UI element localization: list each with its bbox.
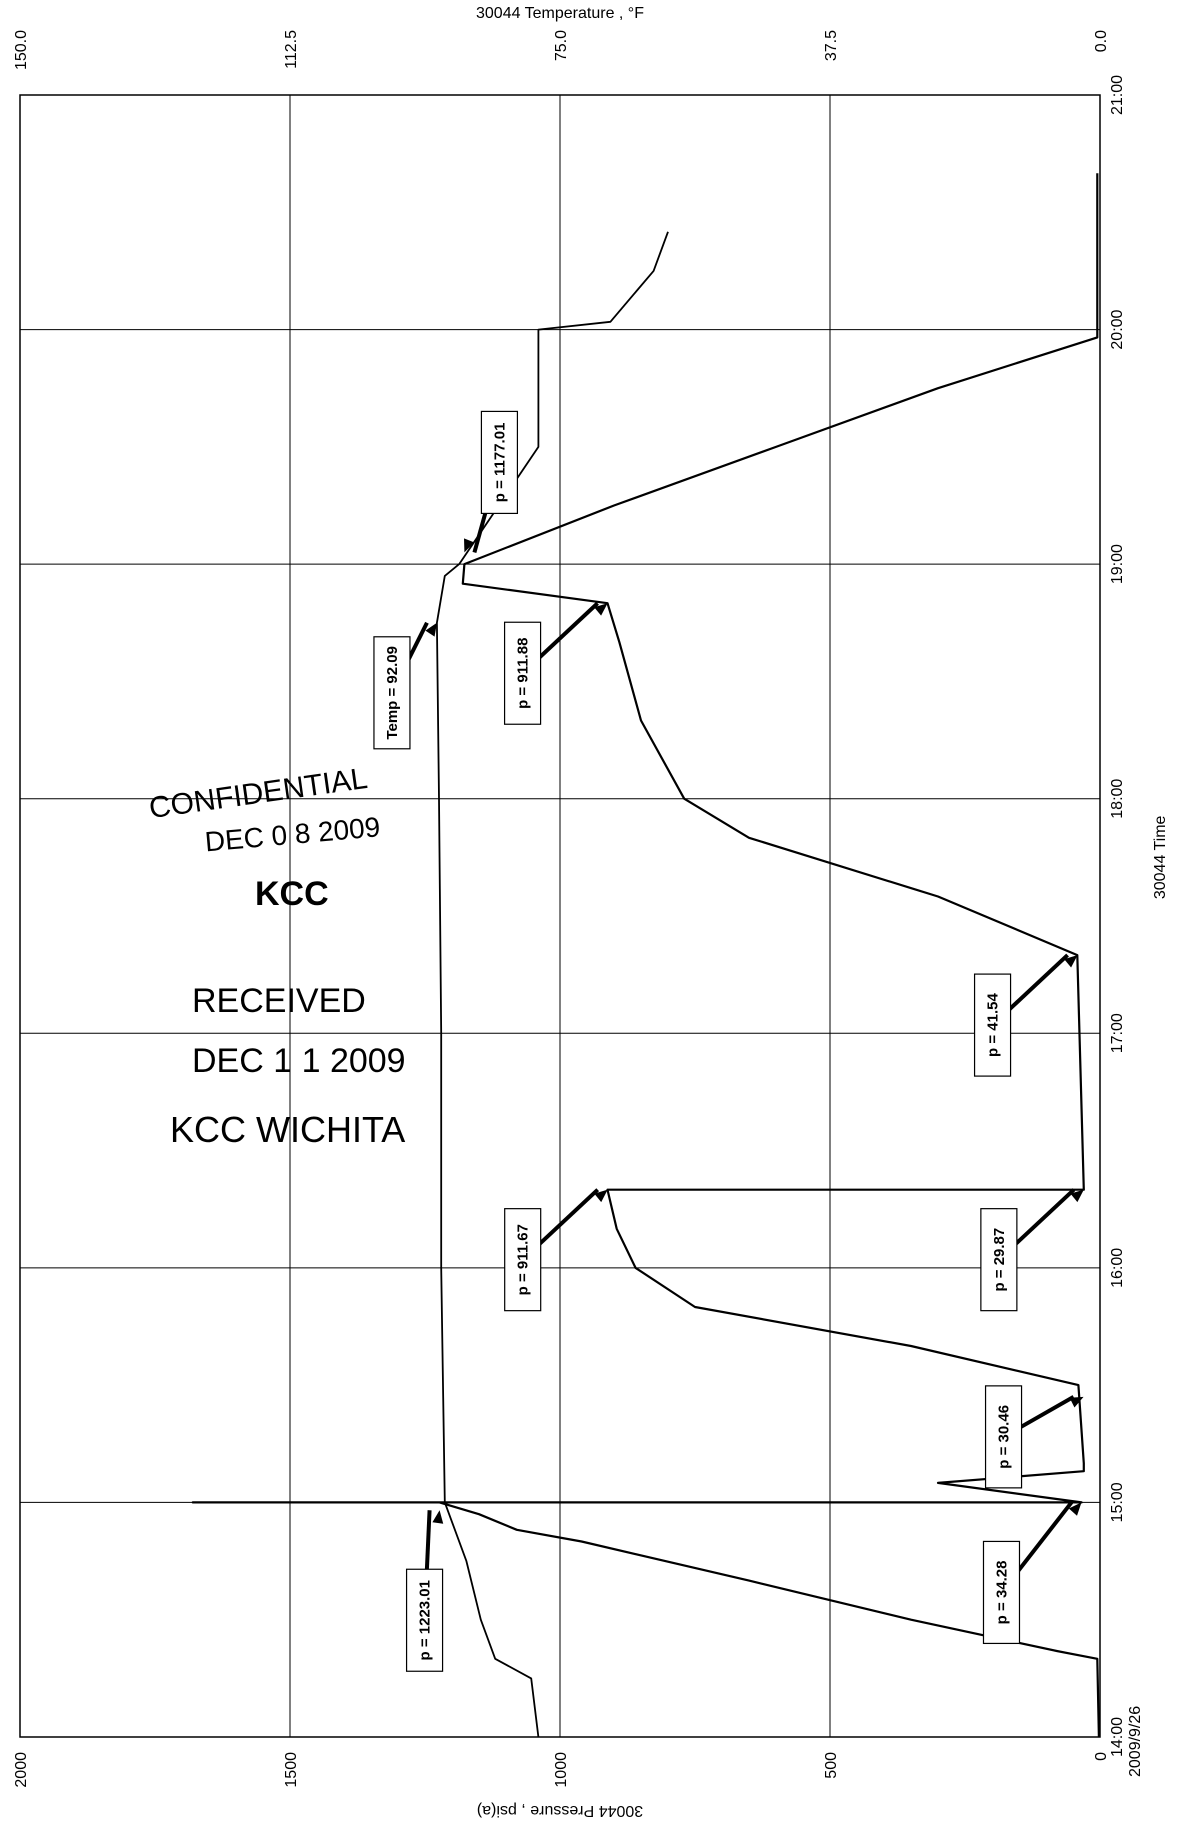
x-tick-label: 19:00 [1109,544,1126,584]
annotation-label: p = 30.46 [996,1405,1013,1469]
annotation-arrowhead [1069,1396,1084,1408]
y-axis-left-title: 30044 Pressure , psi(a) [477,1802,643,1819]
annotation-arrowhead [1064,955,1078,968]
annotation-arrowhead [1070,1189,1084,1203]
y-right-tick-label: 37.5 [823,30,840,61]
y-right-tick-label: 112.5 [283,30,300,69]
annotation-arrowhead [594,1189,608,1203]
temperature-series-line [436,231,669,1738]
received-stamp: CONFIDENTIAL DEC 0 8 2009 KCC RECEIVED D… [147,762,406,1150]
stamp-date-2: DEC 1 1 2009 [192,1042,406,1080]
x-axis-title: 30044 Time [1152,815,1169,899]
annotation-label: p = 911.88 [515,638,532,709]
annotation-arrowhead [594,603,608,616]
x-tick-label: 18:00 [1109,779,1126,819]
y-left-tick-label: 2000 [13,1752,30,1788]
x-tick-label: 14:00 [1109,1717,1126,1757]
y-right-tick-label: 75.0 [553,30,570,61]
pressure-series-line [191,173,1100,1738]
annotation-arrowhead [425,622,437,637]
annotation-box [480,410,519,515]
stamp-received: RECEIVED [192,982,366,1020]
annotation-box [984,1385,1023,1489]
annotation: Temp = 92.09 [373,621,437,750]
annotation: p = 911.88 [503,601,608,725]
x-tick-label: 16:00 [1109,1248,1126,1288]
annotation-label: p = 41.54 [985,993,1002,1057]
annotation: p = 911.67 [504,1188,608,1312]
annotation-box [973,973,1012,1077]
annotation-box [373,636,411,750]
annotation-box [504,1208,542,1312]
y-axis-right-title: 30044 Temperature , °F [476,5,644,22]
y-left-tick-label: 1500 [283,1752,300,1788]
stamp-kcc-wichita: KCC WICHITA [170,1109,405,1150]
annotation: p = 41.54 [973,953,1078,1077]
annotation-arrowhead [464,538,475,553]
annotation: p = 29.87 [980,1188,1084,1312]
annotation-label: Temp = 92.09 [384,646,401,740]
x-tick-label: 17:00 [1109,1013,1126,1053]
annotation-label: p = 34.28 [993,1561,1010,1625]
y-right-tick-label: 0.0 [1093,30,1110,52]
x-tick-label: 20:00 [1109,309,1126,349]
annotation-label: p = 1177.01 [491,423,508,503]
annotation-box [980,1208,1018,1312]
annotation: p = 1177.01 [464,410,519,553]
annotation: p = 30.46 [984,1385,1084,1489]
x-tick-label: 15:00 [1109,1482,1126,1522]
date-label: 2009/9/26 [1127,1706,1144,1777]
annotation-box [982,1540,1021,1645]
annotation-label: p = 911.67 [515,1224,532,1295]
y-left-tick-label: 1000 [553,1752,570,1788]
annotation: p = 1223.01 [405,1510,444,1672]
annotation: p = 34.28 [982,1501,1082,1645]
y-right-tick-label: 150.0 [13,30,30,70]
annotation-label: p = 29.87 [991,1228,1008,1292]
y-left-tick-label: 0 [1093,1752,1110,1761]
annotation-box [405,1568,444,1672]
x-tick-label: 21:00 [1109,75,1126,115]
stamp-kcc: KCC [255,875,329,913]
y-left-tick-label: 500 [823,1752,840,1779]
annotation-label: p = 1223.01 [417,1580,434,1660]
annotation-arrowhead [432,1510,444,1524]
annotation-box [503,621,542,725]
annotation-arrowhead [1068,1502,1082,1516]
